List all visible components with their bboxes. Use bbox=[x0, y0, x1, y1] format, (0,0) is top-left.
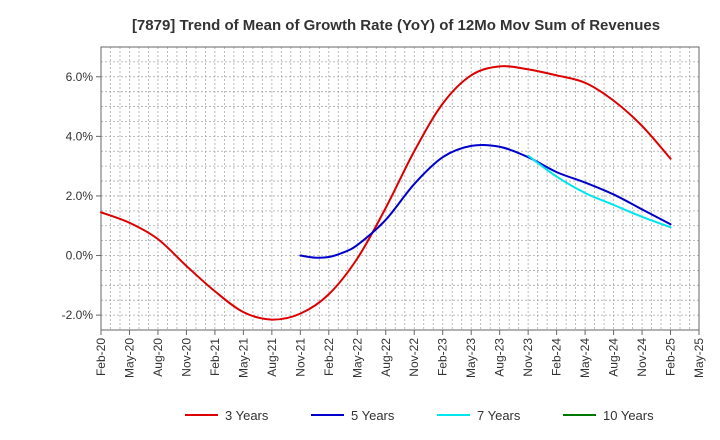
x-tick-label: May-25 bbox=[692, 338, 706, 378]
chart-title: [7879] Trend of Mean of Growth Rate (YoY… bbox=[132, 17, 660, 34]
x-tick-label: Aug-24 bbox=[607, 338, 621, 377]
y-tick-label: 2.0% bbox=[66, 189, 94, 203]
x-tick-label: Feb-24 bbox=[550, 338, 564, 376]
x-tick-label: Feb-21 bbox=[208, 338, 222, 376]
plot-frame bbox=[100, 46, 700, 331]
x-tick-label: Feb-23 bbox=[436, 338, 450, 376]
x-tick-label: Aug-20 bbox=[151, 338, 165, 377]
x-tick-label: Nov-24 bbox=[635, 338, 649, 377]
x-tick-label: Nov-23 bbox=[521, 338, 535, 377]
x-tick-label: Aug-22 bbox=[379, 338, 393, 377]
x-tick-label: Nov-22 bbox=[407, 338, 421, 377]
x-tick-label: Nov-21 bbox=[293, 338, 307, 377]
y-tick-label: 6.0% bbox=[66, 70, 94, 84]
legend-label-5-years: 5 Years bbox=[351, 408, 395, 423]
series-line-7-years bbox=[527, 154, 672, 229]
series-line-5-years bbox=[299, 143, 672, 259]
legend-label-10-years: 10 Years bbox=[603, 408, 654, 423]
series-lines bbox=[100, 65, 672, 321]
x-tick-label: May-21 bbox=[236, 338, 250, 378]
x-tick-label: May-23 bbox=[464, 338, 478, 378]
grid bbox=[101, 47, 699, 330]
axes: -2.0% 0.0% 2.0% 4.0% 6.0% Feb-20 May-20 Aug-20 N… bbox=[62, 46, 706, 378]
x-tick-label: May-24 bbox=[578, 338, 592, 378]
x-tick-label: Feb-22 bbox=[322, 338, 336, 376]
x-tick-label: Feb-25 bbox=[664, 338, 678, 376]
x-tick-label: Aug-21 bbox=[265, 338, 279, 377]
legend: 3 Years 5 Years 7 Years 10 Years bbox=[185, 408, 654, 423]
x-tick-label: Aug-23 bbox=[493, 338, 507, 377]
legend-label-3-years: 3 Years bbox=[225, 408, 269, 423]
series-line-3-years bbox=[100, 65, 672, 321]
x-tick-label: May-20 bbox=[122, 338, 136, 378]
x-tick-label: May-22 bbox=[350, 338, 364, 378]
x-tick-label: Feb-20 bbox=[94, 338, 108, 376]
legend-label-7-years: 7 Years bbox=[477, 408, 521, 423]
y-tick-label: -2.0% bbox=[62, 308, 94, 322]
y-tick-label: 0.0% bbox=[66, 249, 94, 263]
y-tick-label: 4.0% bbox=[66, 129, 94, 143]
x-tick-label: Nov-20 bbox=[179, 338, 193, 377]
plot-area bbox=[101, 47, 699, 330]
